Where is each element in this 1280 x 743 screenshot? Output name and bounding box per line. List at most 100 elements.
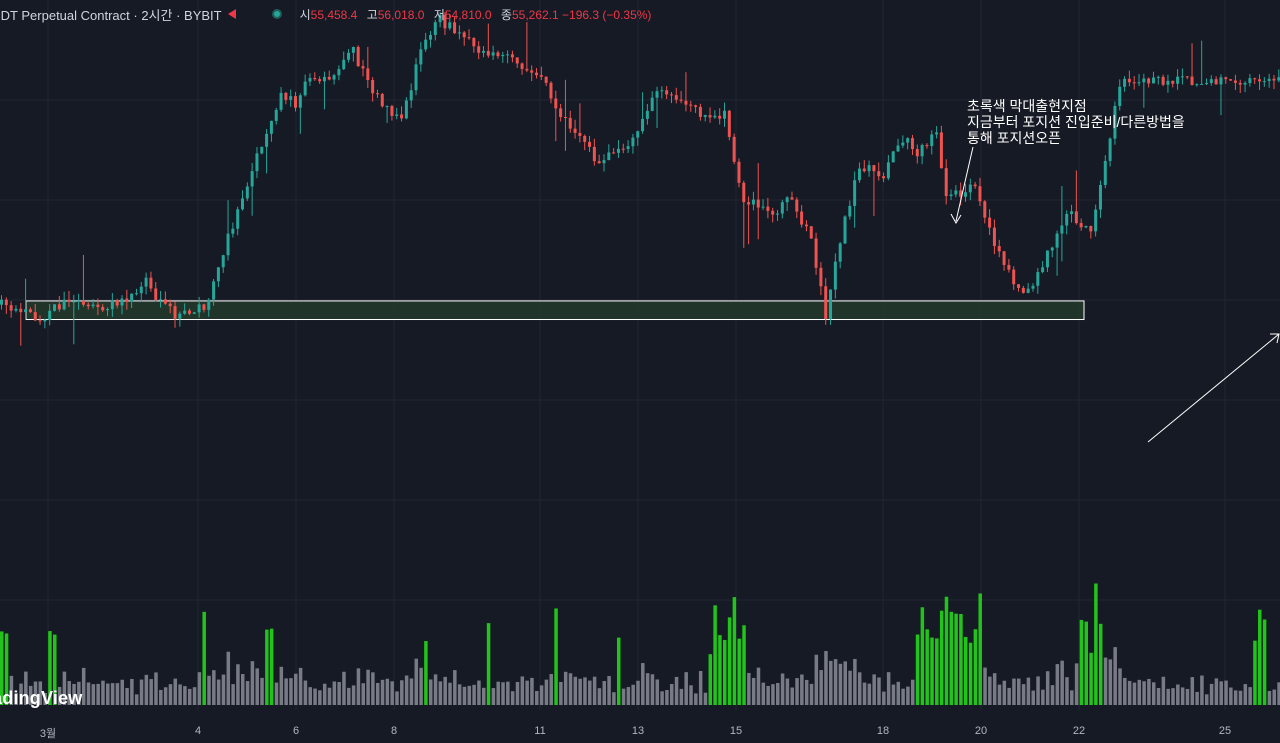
flag-icon[interactable]: [227, 9, 236, 19]
volume-bar: [197, 672, 202, 705]
candle-body: [467, 37, 471, 39]
candle-body: [284, 92, 288, 100]
annotation-arrow-up[interactable]: [1147, 333, 1280, 443]
volume-bar: [322, 683, 327, 705]
volume-bar: [4, 633, 9, 705]
volume-bar: [964, 636, 968, 705]
volume-bar: [915, 634, 920, 705]
candle-body: [269, 120, 273, 134]
volume-bar: [477, 680, 481, 705]
candle-body: [1050, 247, 1054, 251]
volume-bar: [602, 681, 606, 705]
volume-bar: [1098, 623, 1103, 705]
volume-bar: [101, 680, 105, 705]
volume-bar: [1079, 619, 1084, 705]
volume-bar: [236, 664, 240, 705]
candle-body: [43, 319, 47, 322]
volume-bar: [1074, 663, 1079, 705]
candle-body: [814, 238, 818, 268]
candle-body: [867, 165, 871, 172]
volume-bar: [1002, 680, 1007, 705]
volume-bar: [554, 608, 558, 705]
candle-body: [1214, 79, 1218, 85]
candle-body: [891, 151, 895, 163]
candle-body: [322, 76, 326, 82]
volume-bar: [925, 629, 929, 705]
candle-body: [308, 77, 312, 82]
volume-bar: [867, 683, 872, 705]
candle-body: [525, 68, 529, 71]
candle-body: [713, 115, 717, 118]
candle-body: [631, 137, 635, 147]
symbol-title[interactable]: SDT Perpetual Contract · 2시간 · BYBIT: [0, 7, 222, 23]
candle-body: [549, 82, 553, 99]
volume-bar: [332, 681, 337, 705]
candle-body: [732, 136, 736, 162]
volume-bar: [134, 694, 139, 705]
volume-bar: [486, 623, 491, 705]
candle-body: [1219, 77, 1223, 85]
candle-body: [621, 148, 625, 150]
volume-bar: [1132, 682, 1137, 705]
volume-bar: [274, 682, 279, 705]
volume-bar: [91, 684, 96, 705]
volume-bar: [592, 676, 597, 705]
candle-body: [347, 52, 351, 60]
volume-bar: [24, 671, 28, 705]
candle-body: [1026, 288, 1030, 293]
volume-bar: [457, 684, 462, 705]
candle-body: [1074, 211, 1078, 224]
candle-body: [361, 66, 365, 69]
candle-body: [800, 211, 804, 225]
volume-bar: [939, 610, 944, 705]
volume-bar: [723, 640, 727, 705]
volume-bar: [342, 671, 346, 705]
chart-header: SDT Perpetual Contract · 2시간 · BYBIT 시55…: [0, 5, 657, 23]
volume-bar: [1185, 688, 1190, 705]
volume-bar: [872, 674, 876, 705]
x-tick-label: 22: [1072, 725, 1086, 737]
volume-bar: [428, 679, 433, 705]
volume-bar: [1205, 694, 1209, 705]
candle-body: [101, 307, 105, 311]
x-tick-label: 13: [631, 725, 645, 737]
candle-body: [944, 168, 948, 197]
volume-bar: [549, 674, 553, 705]
volume-bar: [771, 684, 775, 705]
arrow-head-icon: [950, 213, 962, 224]
volume-bar: [877, 677, 881, 705]
volume-bar: [231, 684, 235, 705]
candle-body: [1007, 264, 1011, 270]
volume-bar: [414, 658, 419, 705]
volume-bar: [187, 688, 192, 705]
candle-body: [472, 38, 476, 47]
candle-body: [274, 109, 278, 121]
volume-bar: [848, 670, 852, 705]
annotation-text[interactable]: 초록색 막대출현지점 지금부터 포지션 진입준비/다른방법을 통해 포지션오픈: [967, 98, 1185, 146]
volume-bar: [1123, 677, 1127, 705]
candle-body: [496, 52, 500, 57]
candle-body: [414, 64, 418, 91]
volume-bar: [544, 679, 549, 705]
volume-bar: [660, 691, 664, 705]
candle-body: [833, 261, 837, 290]
volume-bar: [506, 681, 510, 705]
candle-body: [906, 138, 910, 143]
candle-body: [279, 92, 283, 110]
candle-body: [766, 206, 770, 211]
candle-body: [265, 133, 269, 147]
volume-bar: [920, 607, 925, 705]
volume-bar: [125, 687, 129, 705]
volume-bar: [747, 672, 751, 705]
x-tick-label: 8: [390, 725, 398, 737]
volume-bar: [679, 688, 684, 705]
volume-bar: [645, 673, 650, 705]
annotation-arrow-down[interactable]: [955, 146, 974, 222]
candle-body: [178, 313, 182, 319]
candle-body: [438, 14, 442, 23]
candle-body: [192, 312, 196, 314]
volume-bar: [583, 677, 587, 705]
candle-body: [72, 301, 76, 303]
candle-body: [694, 105, 698, 107]
